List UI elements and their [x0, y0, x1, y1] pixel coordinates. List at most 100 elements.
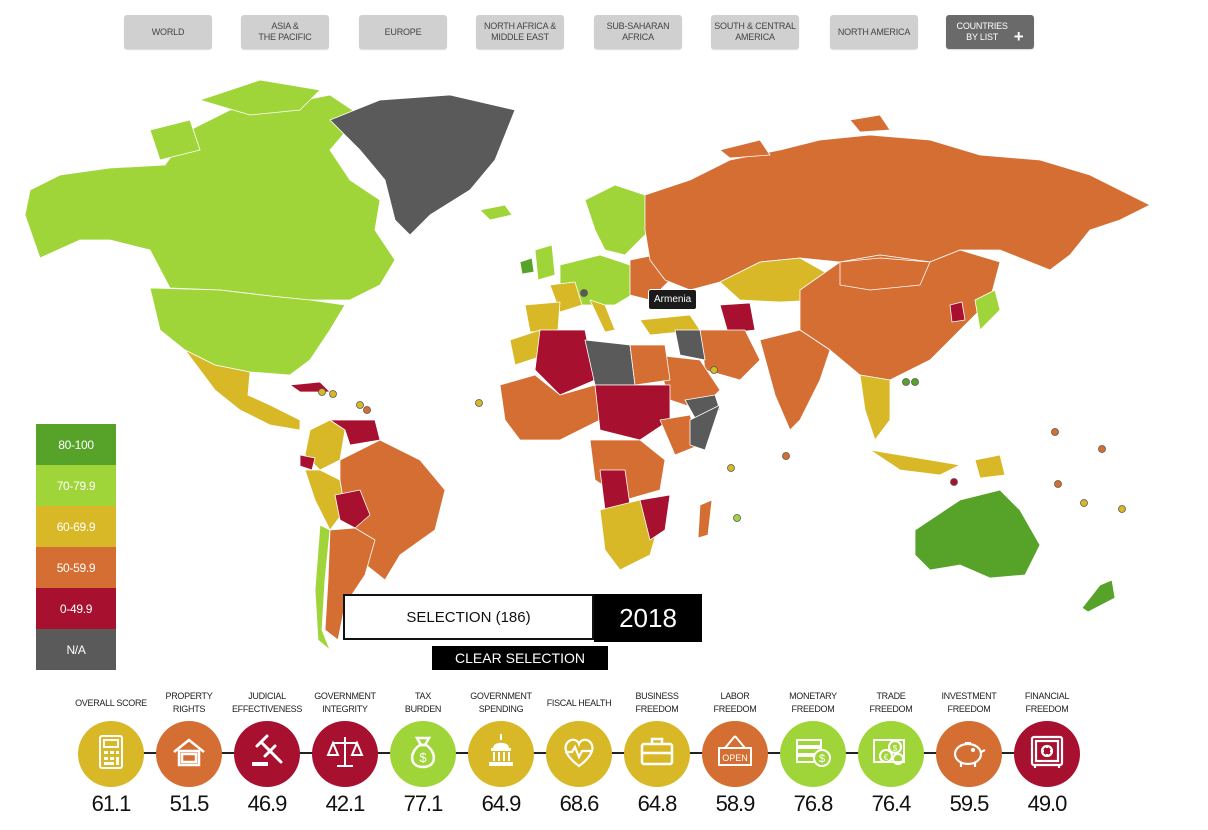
country-russia-north[interactable]: [719, 114, 891, 159]
indicator-badge[interactable]: [234, 721, 300, 787]
indicator-badge[interactable]: $ €: [858, 721, 924, 787]
tab-asia-pacific[interactable]: ASIA & THE PACIFIC: [241, 15, 329, 49]
indicator-item[interactable]: FINANCIAL FREEDOM 49.0: [1008, 688, 1086, 817]
world-map-svg[interactable]: [0, 70, 1208, 660]
country-iberia[interactable]: [524, 301, 561, 333]
country-iraq[interactable]: [674, 329, 706, 361]
indicator-value: 76.4: [871, 791, 912, 816]
country-chile[interactable]: [314, 524, 331, 651]
selection-box[interactable]: SELECTION (186): [343, 594, 594, 640]
indicator-badge[interactable]: [1014, 721, 1080, 787]
tab-south-central-america[interactable]: SOUTH & CENTRAL AMERICA: [711, 15, 799, 49]
country-turkmenistan[interactable]: [719, 302, 756, 334]
indicator-item[interactable]: JUDICIAL EFFECTIVENESS 46.9: [228, 688, 306, 817]
country-uk[interactable]: [534, 244, 556, 281]
legend-item-60-69[interactable]: 60-69.9: [36, 506, 116, 547]
country-algeria[interactable]: [534, 329, 596, 396]
island-marker[interactable]: [1054, 480, 1062, 488]
island-marker[interactable]: [727, 464, 735, 472]
clear-selection-button[interactable]: CLEAR SELECTION: [432, 646, 608, 670]
country-mozambique[interactable]: [639, 494, 671, 541]
country-scandinavia[interactable]: [584, 184, 651, 256]
indicator-item[interactable]: GOVERNMENT SPENDING 64.9: [462, 688, 540, 817]
legend-item-70-79[interactable]: 70-79.9: [36, 465, 116, 506]
country-russia[interactable]: [644, 134, 1151, 291]
indicator-badge[interactable]: [624, 721, 690, 787]
country-indonesia[interactable]: [869, 449, 961, 476]
indicator-badge[interactable]: [936, 721, 1002, 787]
country-canada[interactable]: [24, 94, 396, 301]
legend-item-80-100[interactable]: 80-100: [36, 424, 116, 465]
svg-text:$: $: [819, 753, 825, 765]
island-marker[interactable]: [782, 452, 790, 460]
country-iran[interactable]: [699, 329, 761, 381]
country-mongolia[interactable]: [839, 257, 931, 291]
country-usa[interactable]: [149, 287, 346, 376]
country-australia[interactable]: [914, 489, 1041, 579]
island-marker[interactable]: [733, 514, 741, 522]
indicator-badge[interactable]: $: [390, 721, 456, 787]
country-egypt[interactable]: [629, 344, 671, 386]
indicator-item[interactable]: BUSINESS FREEDOM 64.8: [618, 688, 696, 817]
country-india[interactable]: [759, 329, 831, 431]
country-se-asia[interactable]: [859, 374, 891, 441]
indicator-badge[interactable]: [468, 721, 534, 787]
island-marker[interactable]: [580, 289, 588, 297]
country-canada-islands[interactable]: [149, 79, 321, 161]
country-italy[interactable]: [589, 299, 616, 333]
country-madagascar[interactable]: [697, 499, 713, 539]
legend-item-0-49[interactable]: 0-49.9: [36, 588, 116, 629]
indicator-item[interactable]: LABOR FREEDOM OPEN 58.9: [696, 688, 774, 817]
legend-item-50-59[interactable]: 50-59.9: [36, 547, 116, 588]
country-somalia: [689, 404, 721, 451]
country-ireland[interactable]: [519, 257, 535, 275]
indicator-item[interactable]: MONETARY FREEDOM $76.8: [774, 688, 852, 817]
island-marker[interactable]: [710, 366, 718, 374]
island-marker[interactable]: [950, 478, 958, 486]
country-venezuela[interactable]: [329, 419, 381, 446]
island-marker[interactable]: [902, 378, 910, 386]
tab-world[interactable]: WORLD: [124, 15, 212, 49]
indicator-item[interactable]: FISCAL HEALTH 68.6: [540, 688, 618, 817]
island-marker[interactable]: [1098, 445, 1106, 453]
island-marker[interactable]: [475, 399, 483, 407]
country-ecuador[interactable]: [299, 454, 316, 471]
country-bolivia[interactable]: [334, 489, 371, 529]
country-chad-sudan[interactable]: [594, 384, 671, 441]
indicator-badge[interactable]: [312, 721, 378, 787]
indicator-item[interactable]: PROPERTY RIGHTS 51.5: [150, 688, 228, 817]
legend-item-na[interactable]: N/A: [36, 629, 116, 670]
country-mexico[interactable]: [184, 349, 301, 431]
country-new-zealand[interactable]: [1081, 579, 1116, 613]
tab-north-america[interactable]: NORTH AMERICA: [830, 15, 918, 49]
island-marker[interactable]: [363, 406, 371, 414]
island-marker[interactable]: [356, 401, 364, 409]
country-iceland[interactable]: [479, 204, 513, 221]
indicator-item[interactable]: OVERALL SCORE 61.1: [72, 688, 150, 817]
indicator-value: 42.1: [325, 791, 366, 816]
island-marker[interactable]: [911, 378, 919, 386]
indicator-item[interactable]: INVESTMENT FREEDOM 59.5: [930, 688, 1008, 817]
country-png[interactable]: [974, 454, 1006, 479]
island-marker[interactable]: [329, 390, 337, 398]
heart-dollar-icon: [559, 732, 599, 777]
country-japan[interactable]: [974, 289, 1001, 331]
tab-europe[interactable]: EUROPE: [359, 15, 447, 49]
world-map[interactable]: [0, 70, 1208, 660]
tab-sub-saharan-africa[interactable]: SUB-SAHARAN AFRICA: [594, 15, 682, 49]
indicator-badge[interactable]: [156, 721, 222, 787]
indicator-badge[interactable]: OPEN: [702, 721, 768, 787]
indicator-item[interactable]: GOVERNMENT INTEGRITY 42.1: [306, 688, 384, 817]
year-selector[interactable]: 2018: [594, 594, 702, 642]
indicator-badge[interactable]: $: [780, 721, 846, 787]
indicator-badge[interactable]: [78, 721, 144, 787]
indicator-item[interactable]: TAX BURDEN $77.1: [384, 688, 462, 817]
tab-countries-by-list[interactable]: COUNTRIES BY LIST +: [946, 15, 1034, 49]
island-marker[interactable]: [1051, 428, 1059, 436]
tab-north-africa-middle-east[interactable]: NORTH AFRICA & MIDDLE EAST: [476, 15, 564, 49]
island-marker[interactable]: [318, 388, 326, 396]
island-marker[interactable]: [1118, 505, 1126, 513]
indicator-item[interactable]: TRADE FREEDOM $ €76.4: [852, 688, 930, 817]
indicator-badge[interactable]: [546, 721, 612, 787]
island-marker[interactable]: [1080, 499, 1088, 507]
